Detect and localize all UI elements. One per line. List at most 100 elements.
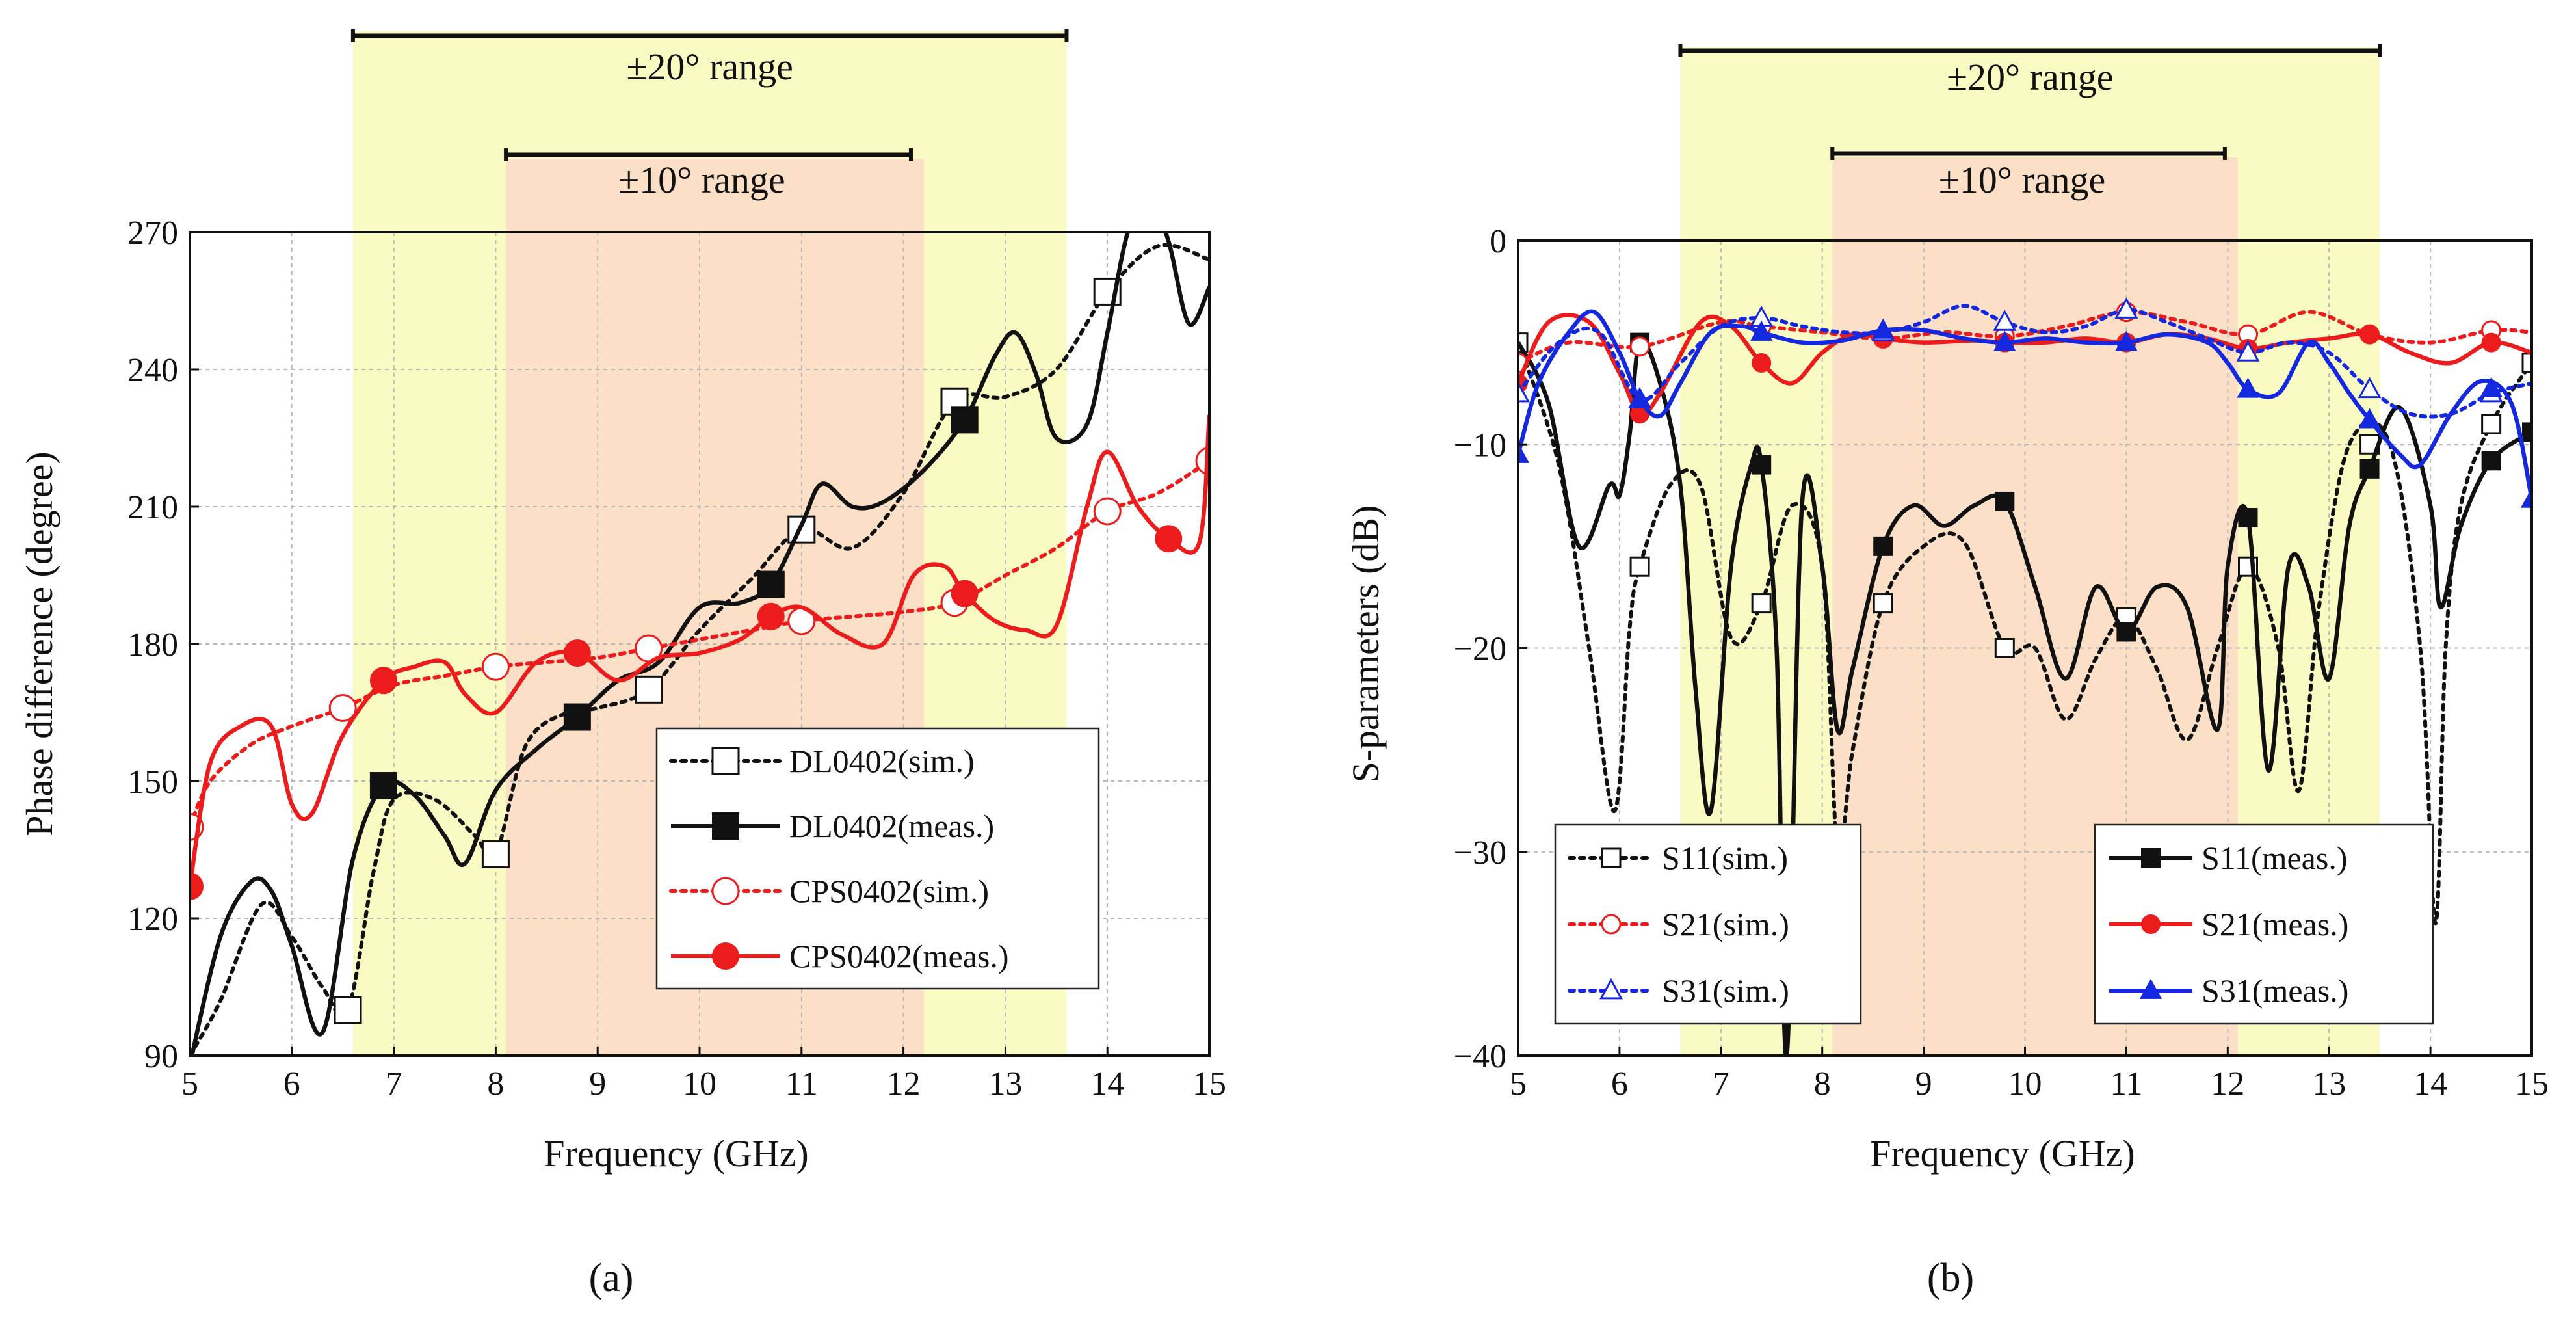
chart-b-series-line-5: [1518, 309, 2532, 500]
chart-a-series-1-point-3: [951, 406, 979, 434]
chart-b-x-tick-label: 9: [1915, 1065, 1932, 1102]
chart-b-series-line-0: [1518, 340, 2532, 926]
chart-b-x-tick-label: 12: [2211, 1065, 2244, 1102]
chart-b-x-tick-label: 14: [2413, 1065, 2447, 1102]
chart-a-y-tick-label: 270: [127, 215, 178, 252]
chart-a-x-tick-label: 14: [1090, 1065, 1124, 1102]
chart-b-series-0-point-9: [2521, 353, 2532, 373]
chart-b-legend-marker-2: [1601, 914, 1622, 935]
chart-b-y-tick-label: −20: [1454, 631, 1506, 668]
chart-a-series-3-point-1: [369, 667, 397, 695]
chart-b-series-line-1: [1518, 338, 2532, 1056]
chart-b-legend-marker-0: [1601, 847, 1622, 868]
chart-a-y-tick-label: 90: [144, 1038, 178, 1075]
chart-a-legend-label-3: CPS0402(meas.): [789, 938, 1009, 974]
chart-a-series-line-1: [190, 232, 1209, 1056]
chart-b-series-5-point-1: [1628, 388, 1651, 408]
chart-b-legend-marker-3: [2141, 914, 2161, 934]
chart-b-x-tick-label: 10: [2008, 1065, 2042, 1102]
chart-b-series-3-point-7: [2359, 325, 2380, 345]
chart-b-series-1-point-5: [2238, 508, 2258, 528]
chart-a: 5 6 7 8 9 10 11 12 13 14 15 90 120 150 180 210 240 270 ±2…: [18, 29, 1226, 1300]
chart-a-series-3-point-2: [563, 639, 591, 667]
chart-b-range-bracket-0: [1678, 44, 2382, 57]
chart-a-x-tick-label: 6: [283, 1065, 300, 1102]
chart-b-x-tick-label: 5: [1510, 1065, 1527, 1102]
chart-b-x-axis-label: Frequency (GHz): [1870, 1132, 2135, 1175]
chart-a-series-3-point-0: [190, 872, 204, 900]
chart-b-legend-label-5: S31(meas.): [2201, 972, 2348, 1009]
chart-b-series-5: [1518, 309, 2532, 508]
chart-b-series-5-point-4: [1993, 330, 2016, 351]
chart-b-series-2-point-1: [1629, 336, 1650, 357]
chart-b-series-1-point-2: [1873, 536, 1893, 556]
chart-a-x-axis-label: Frequency (GHz): [544, 1132, 808, 1175]
chart-b-series-5-point-2: [1750, 320, 1773, 341]
chart-a-panel-label: (a): [589, 1256, 634, 1300]
chart-a-series-3-point-5: [1155, 525, 1183, 553]
chart-a-range-bracket-1: [504, 148, 913, 161]
chart-a-x-tick-label: 7: [386, 1065, 402, 1102]
chart-a-series-0-point-0: [334, 996, 362, 1024]
chart-b-x-tick-label: 11: [2110, 1065, 2142, 1102]
chart-b-series-3-point-2: [1752, 353, 1772, 373]
chart-a-series-1-point-0: [369, 772, 397, 800]
chart-b-legend: S11(sim.) S21(sim.) S31(sim.) S11(meas.) S21…: [1554, 823, 2434, 1025]
chart-a-x-tick-label: 13: [988, 1065, 1022, 1102]
chart-a-legend: DL0402(sim.) DL0402(meas.) CPS0402(sim.) CP…: [655, 727, 1100, 990]
chart-b-y-tick-label: −10: [1454, 427, 1506, 464]
chart-a-y-tick-label: 210: [127, 489, 178, 526]
chart-b-series-5-point-7: [2358, 408, 2381, 429]
chart-a-series-2-point-1: [328, 693, 357, 722]
chart-b-y-axis-label: S-parameters (dB): [1345, 505, 1387, 783]
chart-b-legend-label-4: S31(sim.): [1662, 972, 1789, 1009]
chart-b-x-tick-label: 15: [2515, 1065, 2549, 1102]
chart-a-legend-label-2: CPS0402(sim.): [789, 873, 989, 909]
chart-b-series-5-point-5: [2115, 330, 2138, 351]
chart-b-panel-label: (b): [1927, 1256, 1974, 1300]
chart-a-legend-marker-0: [711, 747, 740, 775]
chart-b-series-1-point-8: [2522, 422, 2532, 442]
chart-a-series-line-2: [190, 459, 1209, 829]
chart-a-series-0-point-2: [635, 675, 663, 704]
chart-a-legend-marker-1: [712, 812, 739, 840]
chart-a-range-bracket-0: [350, 29, 1069, 42]
chart-b-x-tick-label: 7: [1713, 1065, 1729, 1102]
chart-b-legend-marker-4: [1599, 978, 1623, 1000]
chart-b-legend-marker-5: [2139, 978, 2162, 999]
chart-b: 5 6 7 8 9 10 11 12 13 14 15 0 −10 −20 −30 −40 ±20° rang…: [1345, 44, 2549, 1300]
chart-b-series-1-point-3: [1995, 491, 2015, 511]
chart-a-legend-marker-2: [711, 877, 740, 905]
chart-b-series-4-point-7: [2358, 377, 2382, 399]
chart-a-y-tick-label: 180: [127, 626, 178, 663]
chart-b-series-4-point-0: [1518, 380, 1530, 403]
chart-a-series-2: [190, 447, 1209, 841]
chart-b-x-tick-label: 13: [2312, 1065, 2346, 1102]
chart-b-series-5-point-3: [1872, 318, 1895, 339]
chart-b-series-1-point-6: [2359, 459, 2380, 479]
chart-a-series-2-point-6: [1093, 497, 1122, 526]
chart-a-series-3: [190, 415, 1209, 900]
chart-a-x-tick-label: 5: [181, 1065, 198, 1102]
chart-a-x-tick-label: 12: [887, 1065, 921, 1102]
chart-b-range-label-1: ±10° range: [1939, 159, 2105, 201]
chart-a-range-label-1: ±10° range: [618, 159, 785, 201]
chart-b-legend-label-2: S21(sim.): [1662, 906, 1789, 942]
chart-a-y-tick-label: 150: [127, 764, 178, 801]
chart-a-series-1-point-1: [563, 703, 591, 731]
chart-a-series-3-point-3: [757, 602, 785, 630]
chart-b-series-3: [1518, 313, 2532, 424]
chart-b-series-0-point-8: [2481, 414, 2502, 434]
chart-b-range-label-0: ±20° range: [1947, 56, 2113, 98]
chart-a-y-tick-label: 120: [127, 901, 178, 938]
chart-b-legend-label-1: S11(meas.): [2201, 840, 2348, 876]
chart-b-series-1-point-7: [2481, 451, 2501, 471]
chart-a-series-3-point-4: [951, 580, 979, 607]
chart-b-y-tick-label: 0: [1490, 223, 1506, 260]
chart-b-y-tick-label: −40: [1454, 1038, 1506, 1075]
chart-b-series-0-point-4: [1994, 638, 2015, 658]
chart-a-series-2-point-2: [481, 652, 510, 681]
chart-b-series-4-point-5: [2114, 297, 2138, 319]
chart-a-series-0-point-1: [481, 840, 510, 869]
